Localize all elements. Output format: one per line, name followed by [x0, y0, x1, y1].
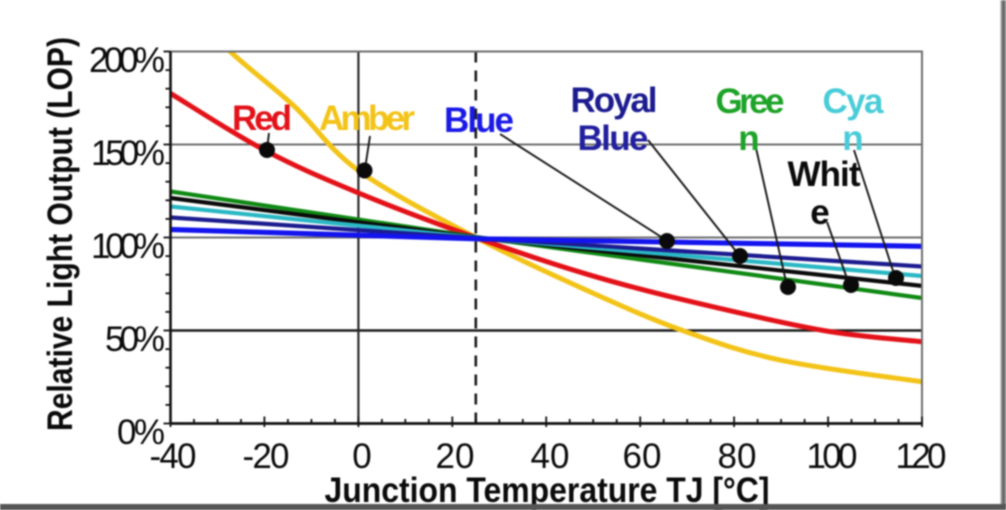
svg-text:50%: 50% — [105, 320, 165, 359]
svg-text:n: n — [842, 119, 863, 158]
svg-text:80: 80 — [718, 437, 757, 476]
svg-text:Royal: Royal — [571, 81, 658, 120]
svg-text:Junction Temperature TJ [°C]: Junction Temperature TJ [°C] — [325, 471, 770, 510]
svg-text:Gree: Gree — [716, 82, 785, 121]
svg-text:Relative Light Output (LOP): Relative Light Output (LOP) — [41, 37, 80, 431]
svg-text:100%: 100% — [91, 227, 165, 266]
svg-text:60: 60 — [623, 437, 662, 476]
svg-text:Whit: Whit — [788, 155, 861, 194]
svg-text:n: n — [738, 119, 759, 158]
svg-text:-20: -20 — [243, 437, 290, 476]
svg-text:200%: 200% — [89, 41, 165, 80]
svg-text:Blue: Blue — [578, 119, 649, 158]
svg-text:40: 40 — [531, 437, 570, 476]
svg-text:100: 100 — [807, 437, 858, 476]
svg-text:0%: 0% — [117, 413, 165, 452]
svg-text:Cya: Cya — [823, 82, 885, 121]
svg-text:20: 20 — [436, 437, 475, 476]
svg-text:120: 120 — [896, 437, 947, 476]
svg-text:-40: -40 — [150, 437, 197, 476]
svg-text:Blue: Blue — [444, 101, 514, 140]
svg-text:Red: Red — [232, 99, 292, 138]
svg-text:e: e — [810, 193, 829, 232]
svg-text:150%: 150% — [91, 134, 165, 173]
svg-text:Amber: Amber — [319, 99, 415, 138]
svg-text:0: 0 — [352, 437, 371, 476]
